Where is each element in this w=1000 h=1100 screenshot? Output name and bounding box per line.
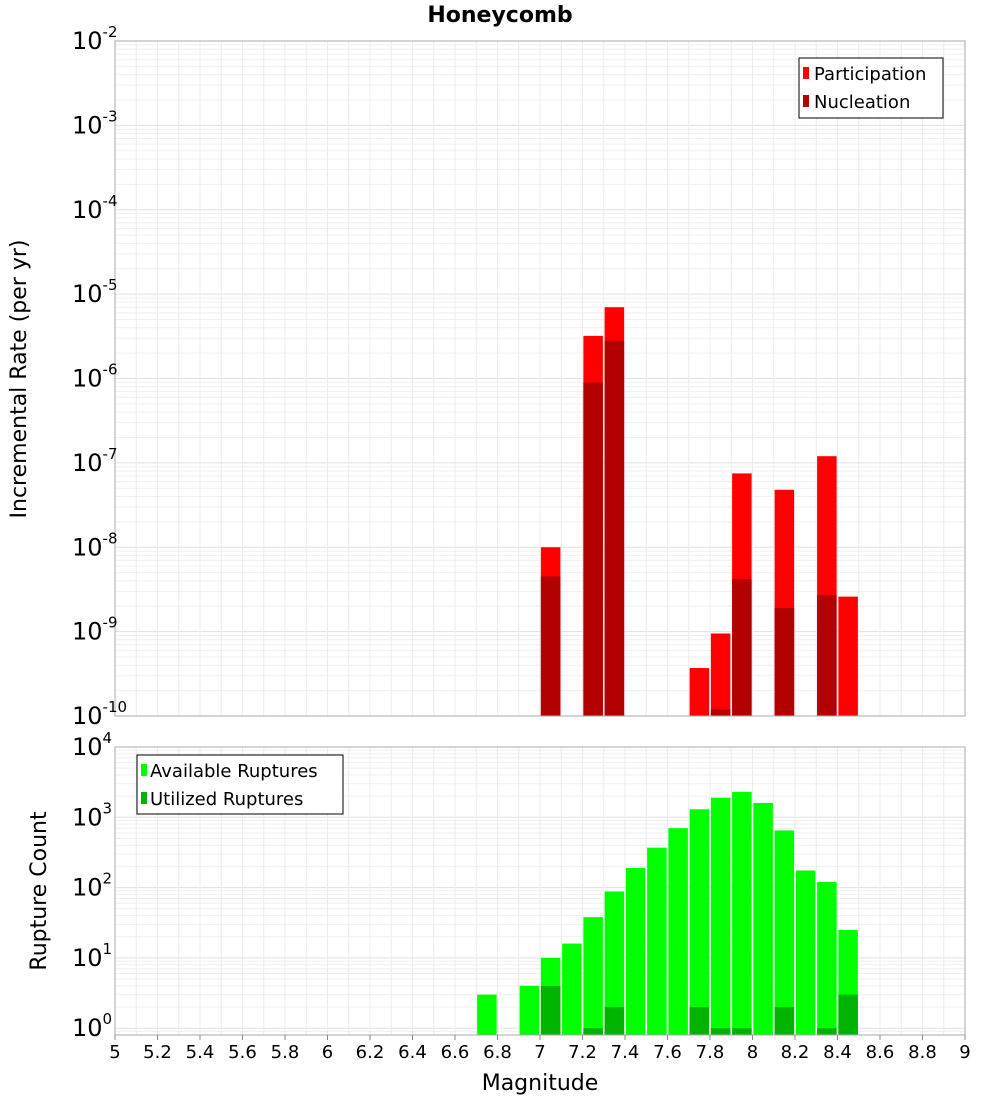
legend-label-available: Available Ruptures	[150, 761, 318, 782]
bar-available-ruptures	[689, 809, 710, 1035]
legend-swatch-utilized	[141, 792, 147, 804]
bar-available-ruptures	[732, 791, 752, 1035]
x-tick-label: 8.8	[908, 1042, 937, 1063]
bar-nucleation	[540, 576, 561, 716]
x-tick-label: 6.8	[483, 1042, 512, 1063]
bar-nucleation	[774, 608, 795, 716]
x-tick-label: 5.8	[271, 1042, 300, 1063]
y-tick-label: 10-6	[72, 361, 118, 393]
x-tick-label: 6.4	[398, 1042, 427, 1063]
bar-available-ruptures	[817, 882, 837, 1035]
bar-utilized-ruptures	[710, 1028, 731, 1035]
y-tick-label: 10-8	[72, 529, 118, 561]
bar-available-ruptures	[647, 847, 667, 1035]
x-tick-label: 8.6	[866, 1042, 895, 1063]
bar-utilized-ruptures	[604, 1007, 625, 1035]
top-panel-bars	[540, 307, 858, 716]
legend-label-utilized: Utilized Ruptures	[150, 789, 303, 810]
x-tick-label: 7.4	[611, 1042, 640, 1063]
x-tick-label: 7	[534, 1042, 545, 1063]
top-y-ticks: 10-10 10-9 10-8 10-7 10-6 10-5 10-4 10-3 10-2	[72, 23, 127, 730]
top-legend: Participation Nucleation	[798, 57, 944, 119]
y-tick-label: 100	[72, 1010, 112, 1042]
bottom-legend: Available Ruptures Utilized Ruptures	[136, 754, 344, 815]
bar-available-ruptures	[604, 891, 625, 1035]
bar-available-ruptures	[710, 797, 731, 1035]
bar-nucleation	[732, 579, 752, 716]
bar-nucleation	[817, 595, 837, 716]
bar-utilized-ruptures	[583, 1028, 603, 1035]
bottom-panel-bars	[477, 791, 858, 1035]
bar-available-ruptures	[477, 994, 497, 1035]
x-tick-label: 8.2	[781, 1042, 810, 1063]
x-axis-label: Magnitude	[482, 1071, 599, 1096]
x-tick-label: 5.4	[186, 1042, 215, 1063]
legend-label-participation: Participation	[814, 64, 926, 85]
x-tick-label: 5.6	[228, 1042, 257, 1063]
bottom-y-axis-label: Rupture Count	[27, 811, 52, 971]
bar-available-ruptures	[519, 985, 540, 1035]
legend-swatch-participation	[803, 67, 809, 79]
bar-nucleation	[710, 709, 731, 716]
bottom-legend-box	[136, 754, 344, 815]
top-y-axis-label: Incremental Rate (per yr)	[7, 240, 32, 519]
bar-utilized-ruptures	[540, 985, 561, 1035]
bar-available-ruptures	[774, 830, 795, 1035]
x-tick-label: 8	[747, 1042, 758, 1063]
chart-title: Honeycomb	[427, 3, 572, 28]
bar-nucleation	[604, 340, 625, 716]
x-tick-label: 7.2	[568, 1042, 597, 1063]
x-ticks: 5 5.2 5.4 5.6 5.8 6 6.2 6.4 6.6 6.8 7 7.2 7.4 7.6 7.8 8…	[109, 1035, 971, 1063]
y-tick-label: 10-5	[72, 276, 118, 308]
top-plot-frame	[114, 40, 966, 717]
y-tick-label: 10-10	[72, 698, 127, 730]
y-tick-label: 10-2	[72, 23, 118, 55]
y-tick-label: 101	[72, 940, 112, 972]
bar-utilized-ruptures	[774, 1007, 795, 1035]
y-tick-label: 102	[72, 870, 112, 902]
bar-available-ruptures	[562, 943, 582, 1035]
bar-available-ruptures	[583, 917, 603, 1035]
y-tick-label: 10-9	[72, 614, 118, 646]
bar-utilized-ruptures	[732, 1028, 752, 1035]
bar-available-ruptures	[625, 867, 646, 1035]
legend-label-nucleation: Nucleation	[814, 92, 910, 113]
bar-utilized-ruptures	[689, 1007, 710, 1035]
y-tick-label: 10-3	[72, 107, 118, 139]
bar-utilized-ruptures	[817, 1028, 837, 1035]
y-tick-label: 10-7	[72, 445, 118, 477]
x-tick-label: 7.6	[653, 1042, 682, 1063]
bottom-y-ticks: 100 101 102 103 104	[72, 729, 112, 1042]
y-tick-label: 103	[72, 799, 112, 831]
top-legend-box	[798, 57, 944, 119]
bar-participation	[689, 668, 710, 716]
bar-utilized-ruptures	[838, 994, 858, 1035]
x-tick-label: 6.6	[441, 1042, 470, 1063]
bar-nucleation	[583, 382, 603, 716]
top-panel-grid	[114, 41, 966, 717]
x-tick-label: 8.4	[823, 1042, 852, 1063]
bar-participation	[710, 633, 731, 716]
x-tick-label: 9	[959, 1042, 970, 1063]
y-tick-label: 10-4	[72, 192, 118, 224]
y-tick-label: 104	[72, 729, 112, 761]
bar-participation	[838, 596, 858, 716]
bar-available-ruptures	[795, 870, 816, 1035]
x-tick-label: 6	[322, 1042, 333, 1063]
x-tick-label: 5	[109, 1042, 120, 1063]
bar-available-ruptures	[668, 828, 688, 1035]
x-tick-label: 7.8	[696, 1042, 725, 1063]
x-tick-label: 6.2	[356, 1042, 385, 1063]
bar-available-ruptures	[753, 802, 773, 1035]
legend-swatch-available	[141, 764, 147, 776]
bottom-panel-grid	[114, 747, 966, 1036]
x-tick-label: 5.2	[143, 1042, 172, 1063]
legend-swatch-nucleation	[803, 95, 809, 107]
